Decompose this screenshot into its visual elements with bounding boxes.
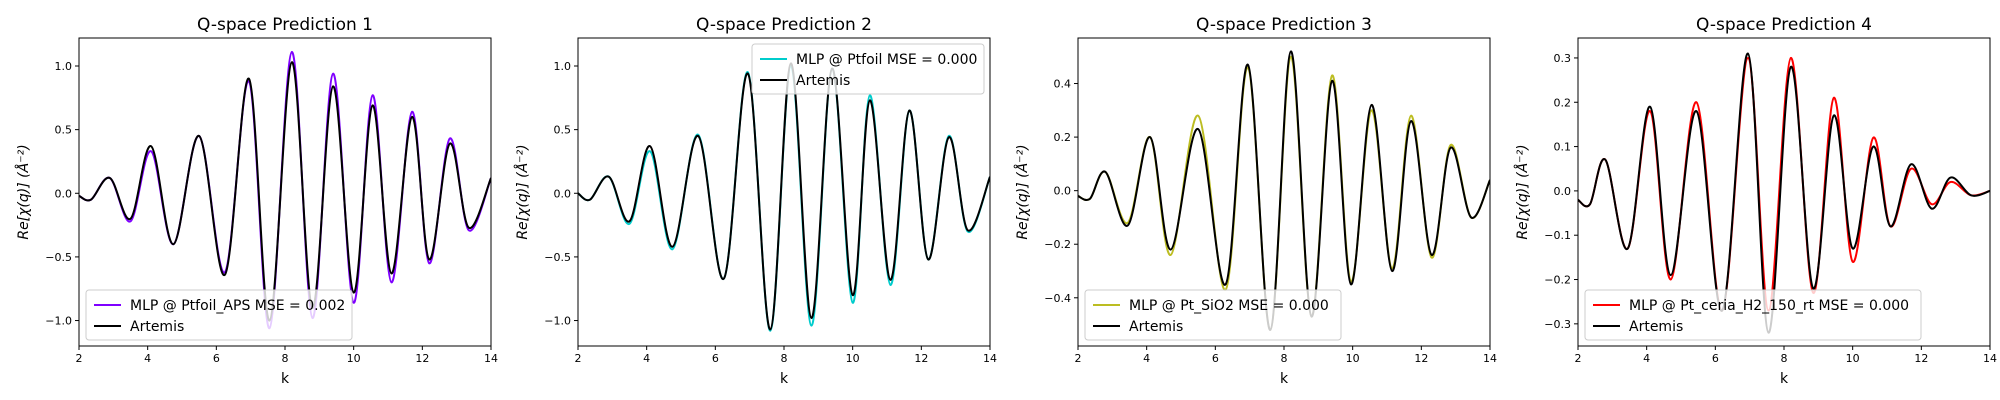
y-tick-label: 0.0 [554,187,572,200]
x-tick-label: 4 [1143,352,1150,365]
x-tick-label: 4 [643,352,650,365]
y-axis-label: Re[χ(q)] (Å⁻²) [514,144,531,239]
y-tick-label: 0.4 [1054,78,1072,91]
x-tick-label: 8 [1781,352,1788,365]
x-axis-label: k [1280,371,1289,387]
x-tick-label: 14 [1983,352,1997,365]
x-tick-label: 14 [1483,352,1497,365]
y-tick-label: 0.2 [1054,131,1072,144]
series-group [578,62,990,332]
legend-box [1584,289,1922,341]
chart-title: Q-space Prediction 4 [1696,15,1872,35]
y-tick-label: 0.1 [1554,141,1572,154]
x-tick-label: 14 [983,352,997,365]
x-tick-label: 6 [1712,352,1719,365]
series-group [1078,50,1490,331]
legend: MLP @ Ptfoil_APS MSE = 0.002 Artemis [85,289,353,341]
series-line-artemis [79,61,491,322]
x-tick-label: 14 [484,352,498,365]
y-tick-label: −0.4 [1044,292,1071,305]
x-tick-label: 12 [1914,352,1928,365]
x-tick-label: 12 [415,352,429,365]
y-tick-label: −0.2 [1044,238,1071,251]
y-tick-label: 0.3 [1554,52,1572,65]
legend-label: Artemis [1129,319,1183,335]
series-line-artemis [578,62,990,331]
x-tick-label: 8 [781,352,788,365]
x-tick-label: 10 [846,352,860,365]
y-tick-label: 1.0 [55,60,73,73]
y-axis-label: Re[χ(q)] (Å⁻²) [1014,144,1031,239]
series-line-mlp [79,50,491,330]
legend-label: MLP @ Pt_SiO2 MSE = 0.000 [1129,298,1329,314]
legend-label: MLP @ Ptfoil_APS MSE = 0.002 [130,298,345,314]
x-tick-label: 2 [1075,352,1082,365]
x-tick-label: 10 [347,352,361,365]
legend: MLP @ Pt_SiO2 MSE = 0.000 Artemis [1084,289,1342,341]
y-tick-label: 0.0 [1554,185,1572,198]
y-axis-label: Re[χ(q)] (Å⁻²) [1514,144,1531,239]
y-axis-label: Re[χ(q)] (Å⁻²) [15,144,32,239]
legend-box [751,43,985,95]
x-axis-label: k [1780,371,1789,387]
chart-panel-3: Q-space Prediction 3 2 4 6 8 10 12 14 −0.4 −0.2 0.… [1014,15,1497,387]
x-tick-label: 2 [1575,352,1582,365]
chart-panel-1: Q-space Prediction 1 2 4 6 8 10 12 14 −1.0 −0.5 0.… [15,15,498,387]
legend-label: Artemis [1629,319,1683,335]
x-tick-label: 8 [1281,352,1288,365]
x-tick-label: 4 [144,352,151,365]
x-tick-label: 6 [1212,352,1219,365]
x-tick-label: 2 [76,352,83,365]
series-group [79,50,491,330]
x-tick-label: 6 [712,352,719,365]
x-tick-label: 2 [575,352,582,365]
y-tick-label: −1.0 [544,315,571,328]
y-tick-label: −0.3 [1544,318,1571,331]
y-tick-label: 0.0 [55,187,73,200]
y-tick-label: −0.1 [1544,229,1571,242]
x-tick-label: 6 [213,352,220,365]
chart-title: Q-space Prediction 1 [197,15,373,35]
x-axis-label: k [281,371,290,387]
y-tick-label: 0.0 [1054,185,1072,198]
y-tick-label: 0.5 [554,124,572,137]
legend-label: Artemis [796,73,850,89]
legend-label: MLP @ Pt_ceria_H2_150_rt MSE = 0.000 [1629,298,1909,314]
x-axis-label: k [780,371,789,387]
y-tick-label: 0.2 [1554,96,1572,109]
legend: MLP @ Pt_ceria_H2_150_rt MSE = 0.000 Arte… [1584,289,1922,341]
x-tick-label: 10 [1846,352,1860,365]
y-tick-label: −0.5 [45,251,72,264]
series-line-mlp [1578,56,1990,312]
legend-label: Artemis [130,319,184,335]
y-tick-label: −0.2 [1544,274,1571,287]
y-tick-label: 0.5 [55,124,73,137]
chart-panel-2: Q-space Prediction 2 2 4 6 8 10 12 14 −1.0 −0.5 0.… [514,15,997,387]
x-tick-label: 12 [914,352,928,365]
chart-title: Q-space Prediction 3 [1196,15,1372,35]
legend-box [1084,289,1342,341]
series-line-mlp [578,64,990,332]
legend-label: MLP @ Ptfoil MSE = 0.000 [796,52,977,68]
y-tick-label: −1.0 [45,315,72,328]
x-tick-label: 12 [1414,352,1428,365]
x-tick-label: 4 [1643,352,1650,365]
legend-box [85,289,353,341]
x-tick-label: 8 [282,352,289,365]
x-tick-label: 10 [1346,352,1360,365]
chart-title: Q-space Prediction 2 [696,15,872,35]
legend: MLP @ Ptfoil MSE = 0.000 Artemis [751,43,985,95]
series-line-artemis [1078,50,1490,331]
y-tick-label: 1.0 [554,60,572,73]
series-line-mlp [1078,55,1490,331]
y-tick-label: −0.5 [544,251,571,264]
chart-panel-4: Q-space Prediction 4 2 4 6 8 10 12 14 −0.3 −0.2 −0… [1514,15,1997,387]
